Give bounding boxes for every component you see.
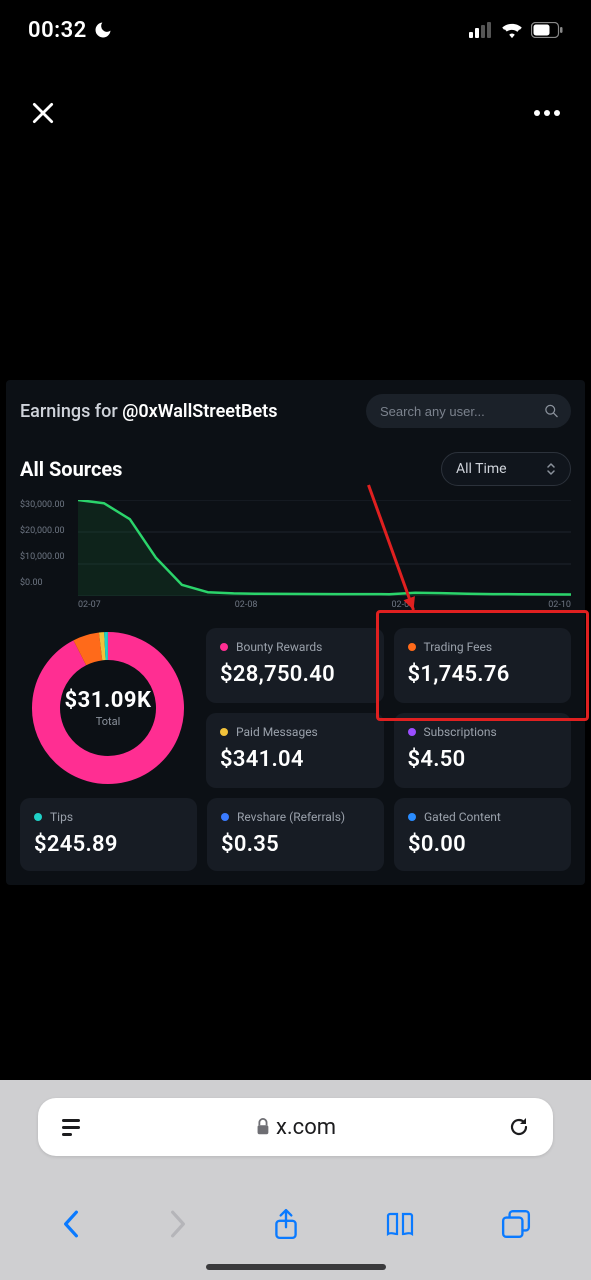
url-text: x.com bbox=[276, 1115, 336, 1140]
y-tick-label: $30,000.00 bbox=[20, 500, 78, 510]
lock-icon bbox=[255, 1118, 270, 1136]
metric-card-paid[interactable]: Paid Messages $341.04 bbox=[206, 713, 384, 788]
url-bar[interactable]: x.com bbox=[38, 1098, 553, 1156]
metric-card-subs[interactable]: Subscriptions $4.50 bbox=[394, 713, 572, 788]
metric-card-revshare[interactable]: Revshare (Referrals) $0.35 bbox=[207, 798, 384, 871]
cards-top-grid: Bounty Rewards $28,750.40 Trading Fees $1,7… bbox=[206, 628, 571, 788]
metric-label: Tips bbox=[50, 810, 73, 824]
metric-value: $28,750.40 bbox=[220, 662, 370, 687]
metric-value: $0.00 bbox=[408, 832, 557, 857]
wifi-icon bbox=[501, 22, 523, 38]
time-range-select[interactable]: All Time bbox=[441, 452, 571, 486]
metric-card-trading[interactable]: Trading Fees $1,745.76 bbox=[394, 628, 572, 703]
earnings-dashboard: Earnings for @0xWallStreetBets All Sourc… bbox=[6, 380, 585, 885]
legend-dot-icon bbox=[408, 728, 416, 736]
x-tick-label: 02-10 bbox=[548, 600, 571, 610]
y-tick-label: $0.00 bbox=[20, 578, 78, 588]
cellular-signal-icon bbox=[469, 22, 493, 38]
legend-dot-icon bbox=[34, 813, 42, 821]
user-handle: @0xWallStreetBets bbox=[122, 401, 277, 422]
chart-y-axis: $30,000.00 $20,000.00 $10,000.00 $0.00 bbox=[20, 500, 78, 588]
metric-card-tips[interactable]: Tips $245.89 bbox=[20, 798, 197, 871]
donut-total-value: $31.09K bbox=[65, 688, 152, 713]
search-input[interactable] bbox=[366, 394, 571, 428]
nav-back-icon[interactable] bbox=[60, 1209, 82, 1239]
metric-card-gated[interactable]: Gated Content $0.00 bbox=[394, 798, 571, 871]
legend-dot-icon bbox=[221, 813, 229, 821]
metric-label: Bounty Rewards bbox=[236, 640, 322, 654]
earnings-donut-chart: $31.09K Total bbox=[28, 628, 188, 788]
more-options-icon[interactable] bbox=[533, 109, 561, 117]
user-search[interactable] bbox=[366, 394, 571, 428]
x-tick-label: 02-07 bbox=[78, 600, 101, 610]
home-indicator[interactable] bbox=[206, 1264, 386, 1270]
metric-value: $1,745.76 bbox=[408, 662, 558, 687]
do-not-disturb-moon-icon bbox=[93, 20, 113, 40]
metric-label: Gated Content bbox=[424, 810, 501, 824]
dashboard-title: Earnings for @0xWallStreetBets bbox=[20, 401, 277, 422]
title-prefix: Earnings for bbox=[20, 401, 122, 422]
metric-label: Revshare (Referrals) bbox=[237, 810, 345, 824]
safari-nav-row bbox=[0, 1208, 591, 1240]
donut-total-label: Total bbox=[96, 715, 121, 728]
metric-value: $245.89 bbox=[34, 832, 183, 857]
select-caret-icon bbox=[546, 462, 556, 476]
metric-label: Paid Messages bbox=[236, 725, 318, 739]
status-time: 00:32 bbox=[28, 18, 87, 43]
metric-label: Trading Fees bbox=[424, 640, 493, 654]
metric-value: $341.04 bbox=[220, 747, 370, 772]
safari-chrome: x.com bbox=[0, 1080, 591, 1280]
legend-dot-icon bbox=[408, 813, 416, 821]
image-viewer-top-nav bbox=[0, 88, 591, 138]
close-icon[interactable] bbox=[30, 100, 56, 126]
metric-value: $4.50 bbox=[408, 747, 558, 772]
legend-dot-icon bbox=[220, 728, 228, 736]
metric-label: Subscriptions bbox=[424, 725, 497, 739]
share-icon[interactable] bbox=[273, 1208, 299, 1240]
y-tick-label: $20,000.00 bbox=[20, 526, 78, 536]
battery-icon bbox=[531, 22, 563, 38]
nav-forward-icon[interactable] bbox=[167, 1209, 189, 1239]
cards-bottom-grid: Tips $245.89 Revshare (Referrals) $0.35 Gate… bbox=[6, 788, 585, 871]
legend-dot-icon bbox=[408, 643, 416, 651]
legend-dot-icon bbox=[220, 643, 228, 651]
y-tick-label: $10,000.00 bbox=[20, 552, 78, 562]
breakdown-area: $31.09K Total Bounty Rewards $28,750.40 Tr… bbox=[6, 610, 585, 788]
chart-x-axis: 02-07 02-08 02-09 02-10 bbox=[78, 596, 571, 610]
search-icon[interactable] bbox=[544, 404, 559, 419]
x-tick-label: 02-08 bbox=[235, 600, 258, 610]
status-bar: 00:32 bbox=[0, 0, 591, 60]
x-tick-label: 02-09 bbox=[392, 600, 415, 610]
metric-card-bounty[interactable]: Bounty Rewards $28,750.40 bbox=[206, 628, 384, 703]
reload-icon[interactable] bbox=[507, 1115, 531, 1139]
chart-plot bbox=[78, 500, 571, 596]
section-title: All Sources bbox=[20, 457, 122, 481]
url-display: x.com bbox=[255, 1115, 336, 1140]
earnings-chart: $30,000.00 $20,000.00 $10,000.00 $0.00 02-0… bbox=[6, 494, 585, 610]
time-range-label: All Time bbox=[456, 461, 507, 477]
bookmarks-icon[interactable] bbox=[384, 1210, 416, 1238]
text-size-icon[interactable] bbox=[60, 1116, 84, 1138]
tabs-icon[interactable] bbox=[501, 1209, 531, 1239]
metric-value: $0.35 bbox=[221, 832, 370, 857]
